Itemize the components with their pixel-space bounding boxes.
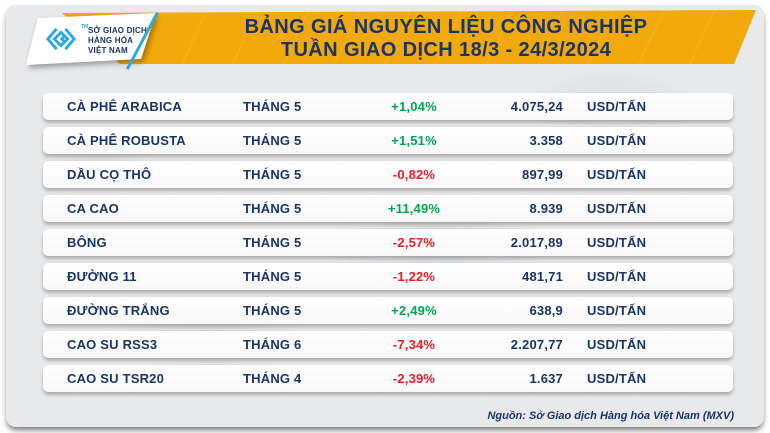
table-row: BÔNG THÁNG 5 -2,57% 2.017,89 USD/TẤN (43, 229, 733, 256)
logo-text: SỞ GIAO DỊCH HÀNG HÓA VIỆT NAM (88, 26, 147, 56)
commodity-name: ĐƯỜNG TRẮNG (67, 303, 170, 318)
price-value: 1.637 (529, 371, 563, 386)
contract-month: THÁNG 4 (243, 371, 302, 386)
change-percent: -1,22% (392, 269, 436, 284)
title-line2: TUẦN GIAO DỊCH 18/3 - 24/3/2024 (280, 39, 612, 61)
contract-month: THÁNG 5 (243, 269, 302, 284)
commodity-name: CAO SU TSR20 (67, 371, 165, 386)
price-unit: USD/TẤN (587, 303, 647, 318)
contract-month: THÁNG 5 (243, 201, 302, 216)
commodity-name: CAO SU RSS3 (67, 337, 158, 352)
price-unit: USD/TẤN (587, 133, 647, 148)
table-row: ĐƯỜNG 11 THÁNG 5 -1,22% 481,71 USD/TẤN (43, 263, 733, 290)
price-unit: USD/TẤN (587, 269, 647, 284)
logo-text-line3: VIỆT NAM (88, 46, 128, 55)
change-percent: +2,49% (391, 303, 437, 318)
contract-month: THÁNG 5 (243, 133, 302, 148)
logo-text-line1: SỞ GIAO DỊCH (88, 26, 148, 35)
change-percent: +11,49% (387, 201, 441, 216)
price-value: 897,99 (522, 167, 563, 182)
table-row: CÀ PHÊ ROBUSTA THÁNG 5 +1,51% 3.358 USD/… (43, 127, 733, 154)
header-banner (62, 10, 756, 64)
price-unit: USD/TẤN (587, 99, 647, 114)
commodity-name: ĐƯỜNG 11 (67, 269, 137, 284)
price-value: 638,9 (529, 303, 563, 318)
table-row: CÀ PHÊ ARABICA THÁNG 5 +1,04% 4.075,24 U… (43, 93, 733, 120)
price-unit: USD/TẤN (587, 167, 647, 182)
contract-month: THÁNG 5 (243, 303, 302, 318)
commodity-name: CÀ PHÊ ARABICA (67, 99, 182, 114)
price-value: 2.017,89 (510, 235, 563, 250)
commodity-name: CA CAO (67, 201, 119, 216)
source-credit: Nguồn: Sở Giao dịch Hàng hóa Việt Nam (M… (487, 410, 734, 422)
price-unit: USD/TẤN (587, 201, 647, 216)
change-percent: -7,34% (392, 337, 436, 352)
price-table: CÀ PHÊ ARABICA THÁNG 5 +1,04% 4.075,24 U… (43, 93, 733, 399)
contract-month: THÁNG 5 (243, 167, 302, 182)
change-percent: -0,82% (392, 167, 436, 182)
table-row: ĐƯỜNG TRẮNG THÁNG 5 +2,49% 638,9 USD/TẤN (43, 297, 733, 324)
price-value: 2.207,77 (510, 337, 563, 352)
change-percent: -2,57% (392, 235, 436, 250)
trademark-symbol: TM (81, 24, 89, 30)
commodity-name: CÀ PHÊ ROBUSTA (67, 133, 186, 148)
table-row: CA CAO THÁNG 5 +11,49% 8.939 USD/TẤN (43, 195, 733, 222)
price-unit: USD/TẤN (587, 235, 647, 250)
mxv-chevrons-icon (45, 27, 77, 51)
mxv-logo: TM SỞ GIAO DỊCH HÀNG HÓA VIỆT NAM (6, 5, 226, 95)
price-value: 8.939 (529, 201, 563, 216)
price-value: 3.358 (529, 133, 563, 148)
change-percent: -2,39% (392, 371, 436, 386)
price-unit: USD/TẤN (587, 337, 647, 352)
change-percent: +1,04% (391, 99, 437, 114)
table-row: DẦU CỌ THÔ THÁNG 5 -0,82% 897,99 USD/TẤN (43, 161, 733, 188)
logo-text-line2: HÀNG HÓA (88, 36, 134, 45)
commodity-name: BÔNG (67, 235, 107, 250)
page-title: BẢNG GIÁ NGUYÊN LIỆU CÔNG NGHIỆP TUẦN GI… (146, 16, 746, 62)
logo-plate: TM SỞ GIAO DỊCH HÀNG HÓA VIỆT NAM (26, 13, 156, 65)
contract-month: THÁNG 6 (243, 337, 302, 352)
title-line1: BẢNG GIÁ NGUYÊN LIỆU CÔNG NGHIỆP (244, 16, 648, 38)
table-row: CAO SU TSR20 THÁNG 4 -2,39% 1.637 USD/TẤ… (43, 365, 733, 392)
price-value: 4.075,24 (510, 99, 563, 114)
change-percent: +1,51% (391, 133, 437, 148)
table-row: CAO SU RSS3 THÁNG 6 -7,34% 2.207,77 USD/… (43, 331, 733, 358)
commodity-name: DẦU CỌ THÔ (67, 167, 152, 182)
price-board-card: BẢNG GIÁ NGUYÊN LIỆU CÔNG NGHIỆP TUẦN GI… (6, 5, 764, 427)
price-unit: USD/TẤN (587, 371, 647, 386)
contract-month: THÁNG 5 (243, 99, 302, 114)
price-value: 481,71 (522, 269, 563, 284)
contract-month: THÁNG 5 (243, 235, 302, 250)
